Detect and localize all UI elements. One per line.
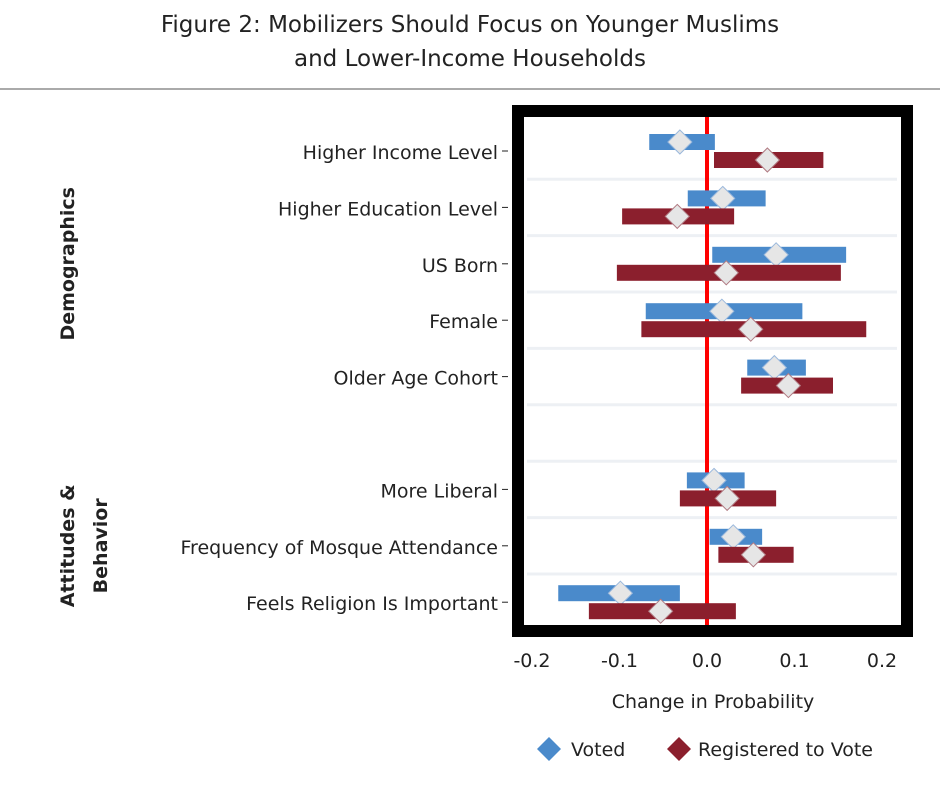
estimate-diamond-voted <box>710 185 736 212</box>
estimate-diamond-registered <box>664 203 690 230</box>
chart-title-line-1: Figure 2: Mobilizers Should Focus on You… <box>160 12 780 38</box>
estimate-diamond-voted <box>720 524 746 550</box>
category-label: Feels Religion Is Important <box>246 593 498 615</box>
category-label: Higher Income Level <box>303 142 498 164</box>
group-label-attitudes-line-1: Attitudes & <box>57 484 79 607</box>
category-label: More Liberal <box>381 480 499 502</box>
estimate-diamond-registered <box>754 147 781 173</box>
group-label-attitudes-line-2: Behavior <box>90 498 112 594</box>
legend-label-registered: Registered to Vote <box>698 739 873 761</box>
estimate-diamond-registered <box>738 316 764 342</box>
estimate-diamond-voted <box>709 298 735 324</box>
legend-marker-registered <box>667 737 691 761</box>
legend-label-voted: Voted <box>571 739 625 761</box>
category-label: Frequency of Mosque Attendance <box>181 537 498 559</box>
estimate-diamond-registered <box>714 485 740 512</box>
category-label: Higher Education Level <box>278 198 498 220</box>
title-divider <box>0 88 940 90</box>
estimate-diamond-voted <box>667 129 693 155</box>
estimate-diamond-registered <box>775 372 802 399</box>
x-tick-label: 0.0 <box>692 650 722 672</box>
x-axis-label: Change in Probability <box>612 691 815 713</box>
x-tick-label: -0.2 <box>513 650 550 672</box>
x-tick-label: -0.1 <box>601 650 638 672</box>
estimate-diamond-voted <box>763 242 789 268</box>
estimate-diamond-voted <box>607 580 634 606</box>
group-label-demographics: Demographics <box>57 187 79 341</box>
estimate-diamond-registered <box>647 598 674 624</box>
category-label: Female <box>429 311 498 333</box>
category-label: US Born <box>422 255 498 277</box>
estimate-diamond-voted <box>761 354 788 381</box>
category-label: Older Age Cohort <box>334 368 498 390</box>
legend-marker-voted <box>537 737 561 761</box>
x-tick-label: 0.2 <box>867 650 897 672</box>
chart-title: Figure 2: Mobilizers Should Focus on You… <box>0 8 940 76</box>
estimate-diamond-registered <box>713 260 739 286</box>
plot-frame <box>512 105 913 637</box>
x-tick-label: 0.1 <box>779 650 809 672</box>
estimate-diamond-registered <box>740 542 767 568</box>
chart-title-line-2: and Lower-Income Households <box>294 46 646 72</box>
